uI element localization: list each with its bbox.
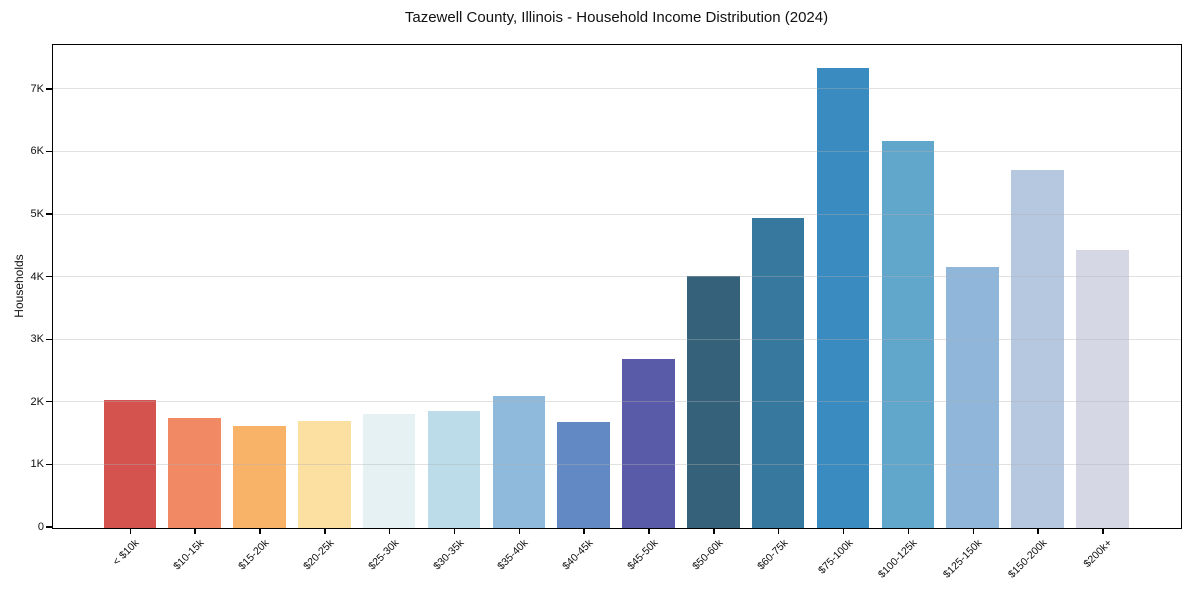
x-tick-label: $60-75k — [754, 537, 791, 573]
x-tick-label: $200k+ — [1081, 537, 1115, 571]
bar-$45-50k — [622, 359, 675, 528]
x-tick-label: $30-35k — [430, 537, 466, 573]
x-tick-label: $100-125k — [876, 537, 920, 581]
x-tick-mark — [194, 528, 196, 534]
bar-$60-75k — [751, 218, 805, 528]
x-tick-label: $15-20k — [236, 537, 272, 573]
x-tick-mark — [259, 528, 261, 534]
bar-$125-150k — [946, 267, 999, 528]
x-tick-label: $10-15k — [171, 537, 207, 573]
gridline — [52, 150, 1181, 152]
x-tick-label: $20-25k — [300, 537, 337, 573]
y-tick-label: 1K — [30, 458, 44, 471]
x-tick-mark — [842, 528, 845, 534]
x-tick-mark — [907, 528, 910, 534]
y-axis-label: Households — [12, 254, 26, 318]
x-tick-label: < $10k — [110, 537, 142, 568]
gridline — [52, 338, 1181, 340]
gridline — [52, 213, 1181, 215]
y-tick-label: 5K — [30, 208, 44, 220]
y-tick-mark — [45, 463, 52, 466]
y-tick-label: 6K — [30, 145, 44, 158]
y-tick-label: 4K — [30, 270, 44, 283]
x-tick-mark — [1037, 528, 1039, 534]
y-tick-mark — [45, 526, 52, 528]
bar-$35-40k — [492, 396, 546, 528]
y-tick-mark — [45, 88, 52, 90]
x-tick-label: $75-100k — [815, 537, 856, 577]
plot-area — [51, 43, 1182, 529]
bar-< $10k — [103, 400, 157, 528]
y-tick-label: 2K — [30, 395, 44, 408]
x-tick-mark — [778, 528, 780, 534]
bar-$20-25k — [298, 421, 351, 528]
x-tick-label: $125-150k — [941, 537, 985, 581]
bar-$50-60k — [687, 275, 740, 528]
gridline — [52, 463, 1181, 465]
y-tick-mark — [45, 338, 52, 340]
x-tick-mark — [1102, 528, 1104, 534]
x-tick-label: $150-200k — [1005, 537, 1050, 581]
gridline — [52, 401, 1181, 403]
x-tick-mark — [129, 528, 131, 534]
x-tick-mark — [583, 528, 585, 534]
bar-$15-20k — [233, 426, 286, 528]
x-tick-mark — [713, 528, 715, 534]
y-tick-mark — [45, 401, 52, 403]
bar-$75-100k — [816, 68, 870, 528]
x-tick-mark — [324, 528, 326, 534]
y-tick-mark — [45, 275, 52, 278]
bar-$150-200k — [1011, 170, 1064, 528]
gridline — [52, 88, 1181, 90]
y-tick-mark — [45, 213, 52, 215]
x-tick-mark — [453, 528, 456, 534]
x-tick-mark — [972, 528, 974, 534]
x-tick-label: $50-60k — [690, 537, 726, 573]
x-tick-label: $45-50k — [625, 537, 661, 573]
bar-$100-125k — [881, 140, 935, 528]
x-tick-label: $35-40k — [495, 537, 531, 573]
y-tick-mark — [45, 150, 52, 153]
bar-$40-45k — [557, 421, 610, 528]
bar-$200k+ — [1076, 250, 1129, 528]
y-tick-label: 7K — [30, 82, 44, 95]
x-tick-mark — [518, 528, 521, 534]
y-tick-label: 0 — [37, 521, 44, 533]
chart-title: Tazewell County, Illinois - Household In… — [404, 9, 829, 26]
x-tick-label: $25-30k — [365, 537, 402, 573]
bar-$10-15k — [168, 417, 221, 528]
x-tick-mark — [388, 528, 391, 534]
bar-$30-35k — [427, 411, 481, 528]
x-tick-label: $40-45k — [560, 537, 596, 573]
y-tick-label: 3K — [30, 333, 44, 346]
gridline — [52, 276, 1181, 278]
bar-$25-30k — [362, 413, 416, 528]
x-tick-mark — [648, 528, 650, 534]
